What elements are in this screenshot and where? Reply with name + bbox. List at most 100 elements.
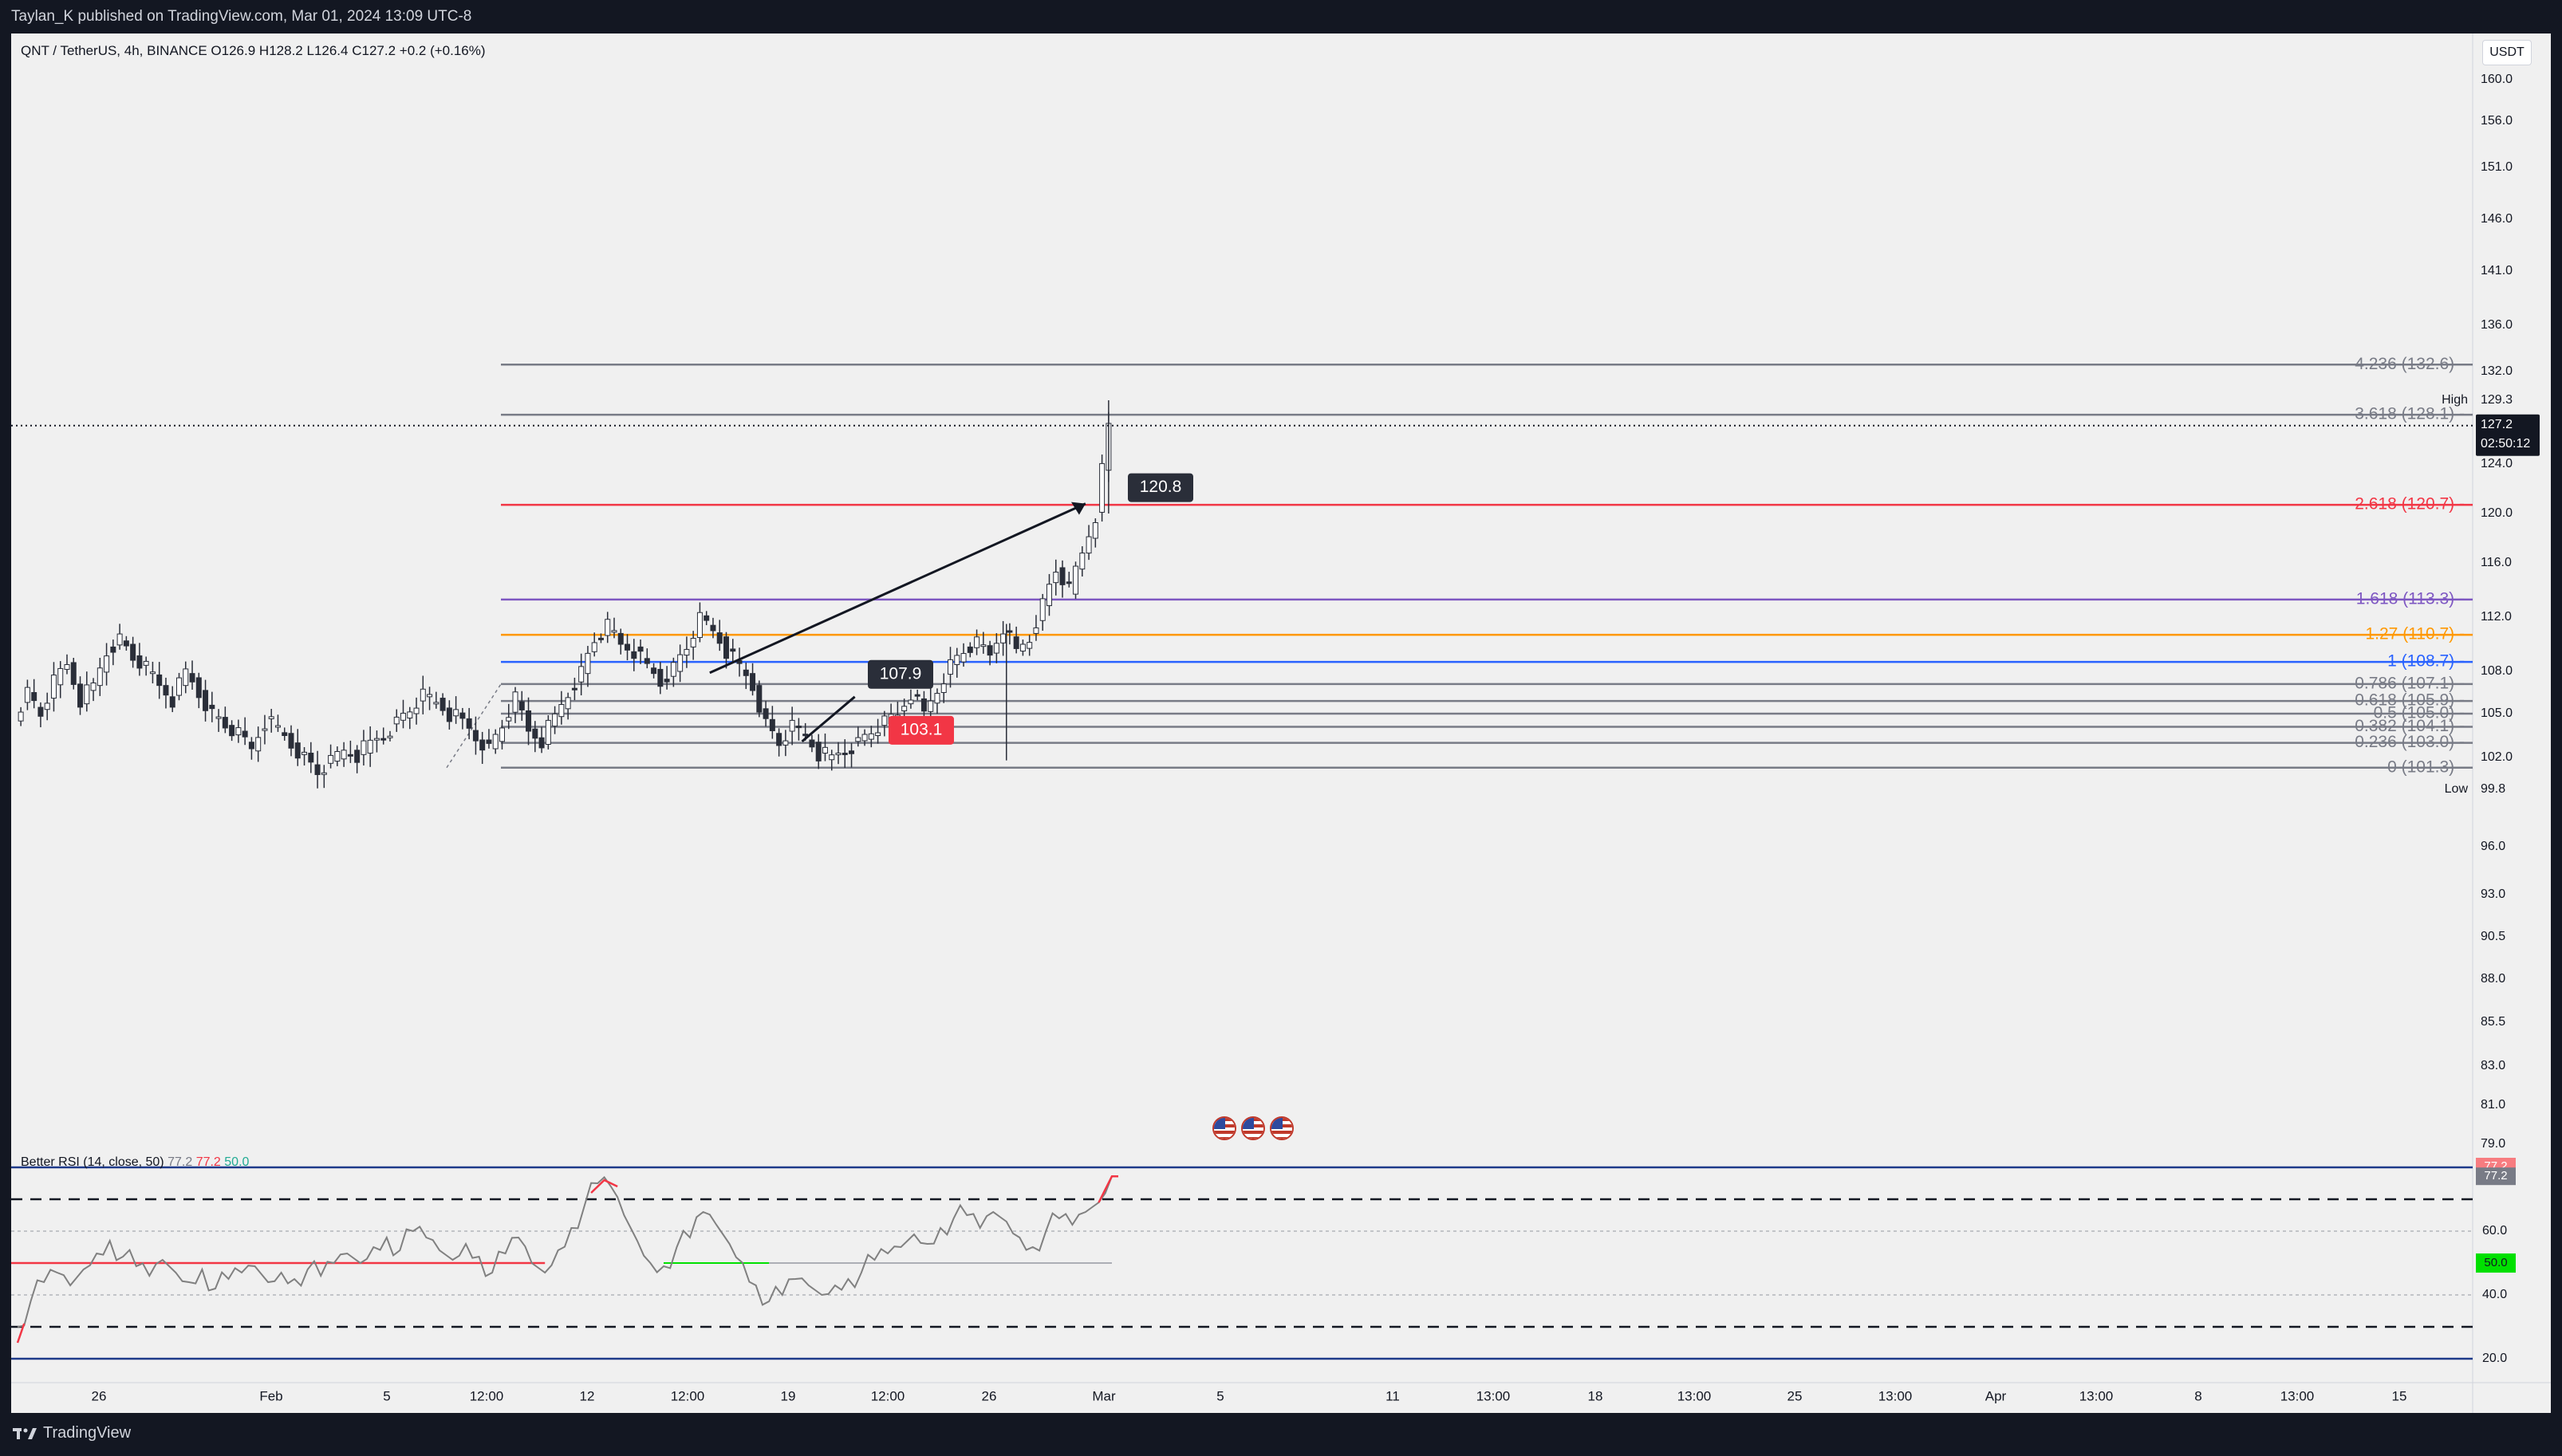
candle-body [571,687,577,691]
publisher-text: Taylan_K published on TradingView.com, M… [11,8,472,25]
candle-body [1073,565,1079,595]
candle-body [815,742,822,761]
candle-body [288,733,294,749]
time-axis-label: 15 [2392,1388,2407,1403]
candle-body [948,659,954,675]
candle-body [203,690,209,711]
candle-body [723,636,729,659]
candle-body [37,706,44,717]
fib-level-label: 0.382 (104.1) - [2355,717,2465,735]
footer-bar [0,1413,2562,1456]
high-marker-label: High [2442,393,2468,407]
currency-badge[interactable]: USDT [2482,40,2532,65]
price-axis-label: 136.0 [2481,318,2513,332]
price-axis-label: 151.0 [2481,160,2513,174]
fib-level-label: 0.618 (105.9) - [2355,691,2465,710]
projection-arrow [709,502,1086,675]
candle-body [420,688,426,702]
time-axis-label: Apr [1985,1388,2007,1403]
candle-body [413,707,420,714]
candle-body [710,624,716,632]
candle-body [875,732,881,736]
price-axis-label: 105.0 [2481,706,2513,720]
candle-body [453,709,459,717]
candle-body [169,696,175,708]
high-marker-value: 129.3 [2481,393,2513,407]
candle-body [163,685,169,696]
tradingview-logo-icon [13,1427,37,1439]
ohlc-change: +0.2 (+0.16%) [399,43,486,58]
candle-body [24,687,30,703]
candle-body [255,737,262,752]
publisher-bar: Taylan_K published on TradingView.com, M… [0,0,2562,33]
candle-body [183,668,189,687]
candle-body [664,679,670,683]
candle-body [611,630,617,633]
rsi-title[interactable]: Better RSI (14, close, 50) [21,1155,164,1169]
candle-body [908,699,914,705]
rsi-overbought-segment [1098,1175,1118,1203]
candle-body [209,704,215,710]
symbol-name[interactable]: QNT / TetherUS, 4h, BINANCE [21,43,207,58]
candle-body [282,732,288,736]
price-axis-label: 83.0 [2481,1059,2505,1072]
time-axis-label: 12:00 [470,1388,504,1403]
annotation-label-bg [889,715,954,745]
us-flag-event-icon[interactable] [1241,1116,1265,1140]
candle-body [472,730,479,742]
candle-body [743,669,749,676]
rsi-axis-label: 50.0 [2484,1256,2507,1269]
candle-body [716,632,723,644]
rsi-value-badge [2476,1167,2516,1186]
candle-body [189,673,195,683]
candle-body [195,677,202,698]
price-axis-label: 156.0 [2481,114,2513,128]
candle-body [499,727,505,742]
candle-body [380,738,387,741]
candle-body [427,694,433,698]
rsi-axis-label: 60.0 [2482,1224,2507,1238]
candle-body [268,716,274,719]
candle-body [387,735,393,738]
candle-body [314,764,321,775]
candle-body [617,632,624,645]
candle-body [262,728,268,731]
annotation-label-bg [868,659,933,689]
candle-body [248,742,254,750]
candle-body [242,730,248,738]
candle-body [222,717,228,729]
candle-body [1059,567,1066,585]
price-axis-label: 102.0 [2481,750,2513,764]
us-flag-event-icon[interactable] [1270,1116,1294,1140]
time-axis-label: 25 [1787,1388,1803,1403]
us-flag-event-icon[interactable] [1212,1116,1236,1140]
time-axis-label: 5 [1216,1388,1224,1403]
price-axis-label: 88.0 [2481,972,2505,986]
rsi-legend: Better RSI (14, close, 50) 77.2 77.2 50.… [21,1155,249,1170]
price-axis-label: 141.0 [2481,264,2513,277]
candle-body [829,754,835,761]
candle-body [1099,462,1106,513]
fib-level-label: 1 (108.7) - [2387,652,2465,671]
time-axis-label: Mar [1092,1388,1116,1403]
price-axis-label: 120.0 [2481,506,2513,520]
bar-countdown: 02:50:12 [2481,437,2530,451]
candle-body [730,648,736,652]
candle-body [809,739,815,748]
candle-body [776,733,782,746]
candle-body [631,651,637,659]
fib-level-label: 0.786 (107.1) - [2355,674,2465,692]
price-axis-label: 79.0 [2481,1137,2505,1151]
candle-body [77,683,84,708]
candle-body [987,645,993,656]
candle-body [439,698,446,711]
candle-body [842,753,848,755]
time-axis-label: 13:00 [2280,1388,2315,1403]
candle-body [1066,581,1072,584]
time-axis-label: 8 [2194,1388,2201,1403]
annotation-label-bg [1128,473,1193,502]
candle-body [881,715,888,726]
candle-body [50,675,57,699]
time-axis-label: 12:00 [871,1388,905,1403]
